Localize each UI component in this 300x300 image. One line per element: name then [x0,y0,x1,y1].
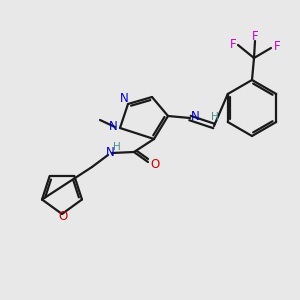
Text: O: O [150,158,160,170]
Text: N: N [109,121,117,134]
Text: F: F [252,29,258,43]
Text: N: N [106,146,114,158]
Text: H: H [211,112,219,122]
Text: F: F [274,40,280,53]
Text: N: N [120,92,128,104]
Text: O: O [58,211,68,224]
Text: H: H [113,142,121,152]
Text: N: N [190,110,200,122]
Text: F: F [230,38,236,50]
